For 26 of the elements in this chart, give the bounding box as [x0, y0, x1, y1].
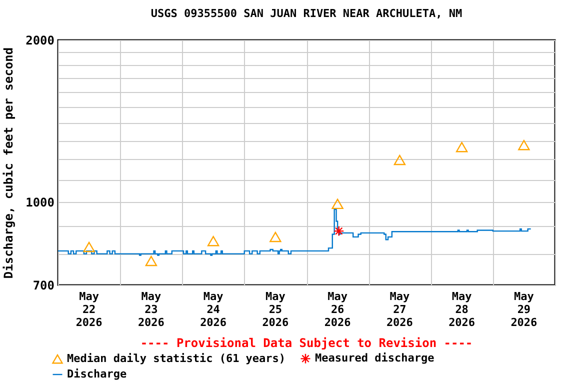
legend-label: Measured discharge [315, 352, 435, 365]
point [332, 198, 344, 210]
point [207, 236, 220, 246]
x-tick-label: May 26 2026 [324, 290, 352, 329]
point [270, 232, 282, 242]
x-tick-label: May 22 2026 [76, 290, 103, 329]
point [145, 256, 158, 266]
legend-label: Discharge [67, 368, 127, 380]
y-tick-label: 1000 [26, 195, 54, 210]
x-tick-label: May 23 2026 [138, 290, 165, 329]
x-tick-label: May 28 2026 [448, 290, 476, 329]
point [456, 142, 468, 152]
x-tick-label: May 25 2026 [262, 290, 290, 329]
x-tick-label: May 24 2026 [200, 290, 227, 329]
point [518, 140, 530, 150]
point [334, 226, 344, 236]
legend-label: Median daily statistic (61 years) [67, 352, 286, 365]
chart-title: USGS 09355500 SAN JUAN RIVER NEAR ARCHULETA, NM [150, 7, 463, 20]
x-tick-label: May 29 2026 [510, 290, 538, 329]
y-tick-label: 2000 [26, 34, 54, 48]
y-tick-label: 700 [32, 278, 54, 292]
text: ---- Provisional Data Subject to Revision ---- [140, 336, 473, 350]
point [394, 154, 406, 166]
point [83, 242, 95, 252]
x-tick-label: May 27 2026 [386, 290, 414, 329]
y-axis-title: Discharge, cubic feet per second [2, 47, 16, 279]
